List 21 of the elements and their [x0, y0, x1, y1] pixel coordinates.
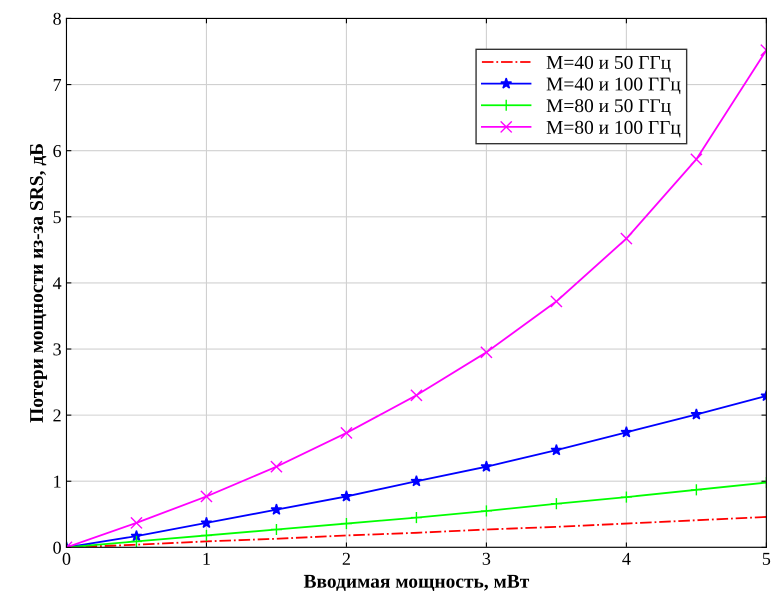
x-tick-label: 4: [622, 552, 631, 565]
y-tick-label: 8: [53, 12, 61, 25]
x-tick-label: 2: [342, 552, 350, 565]
x-tick-label: 5: [762, 552, 770, 565]
x-axis-title: Вводимая мощность, мВт: [304, 574, 530, 592]
x-tick-label: 1: [204, 552, 210, 565]
y-tick-label: 6: [53, 144, 62, 158]
y-tick-label: 4: [52, 277, 62, 290]
legend-label: M=40 и 50 ГГц: [546, 56, 671, 73]
y-tick-label: 2: [53, 409, 61, 422]
y-tick-label: 3: [53, 343, 61, 356]
legend-label: M=80 и 50 ГГц: [546, 99, 671, 116]
legend-label: M=80 и 100 ГГц: [546, 120, 680, 138]
y-tick-label: 1: [54, 476, 61, 488]
legend-label: M=40 и 100 ГГц: [546, 77, 680, 94]
y-tick-label: 0: [53, 542, 61, 554]
x-tick-label: 0: [62, 552, 70, 565]
x-tick-label: 3: [482, 552, 490, 565]
y-tick-label: 7: [54, 79, 62, 91]
y-tick-label: 5: [54, 211, 61, 224]
y-axis-title: Потери мощности из-за SRS, дБ: [30, 144, 48, 422]
